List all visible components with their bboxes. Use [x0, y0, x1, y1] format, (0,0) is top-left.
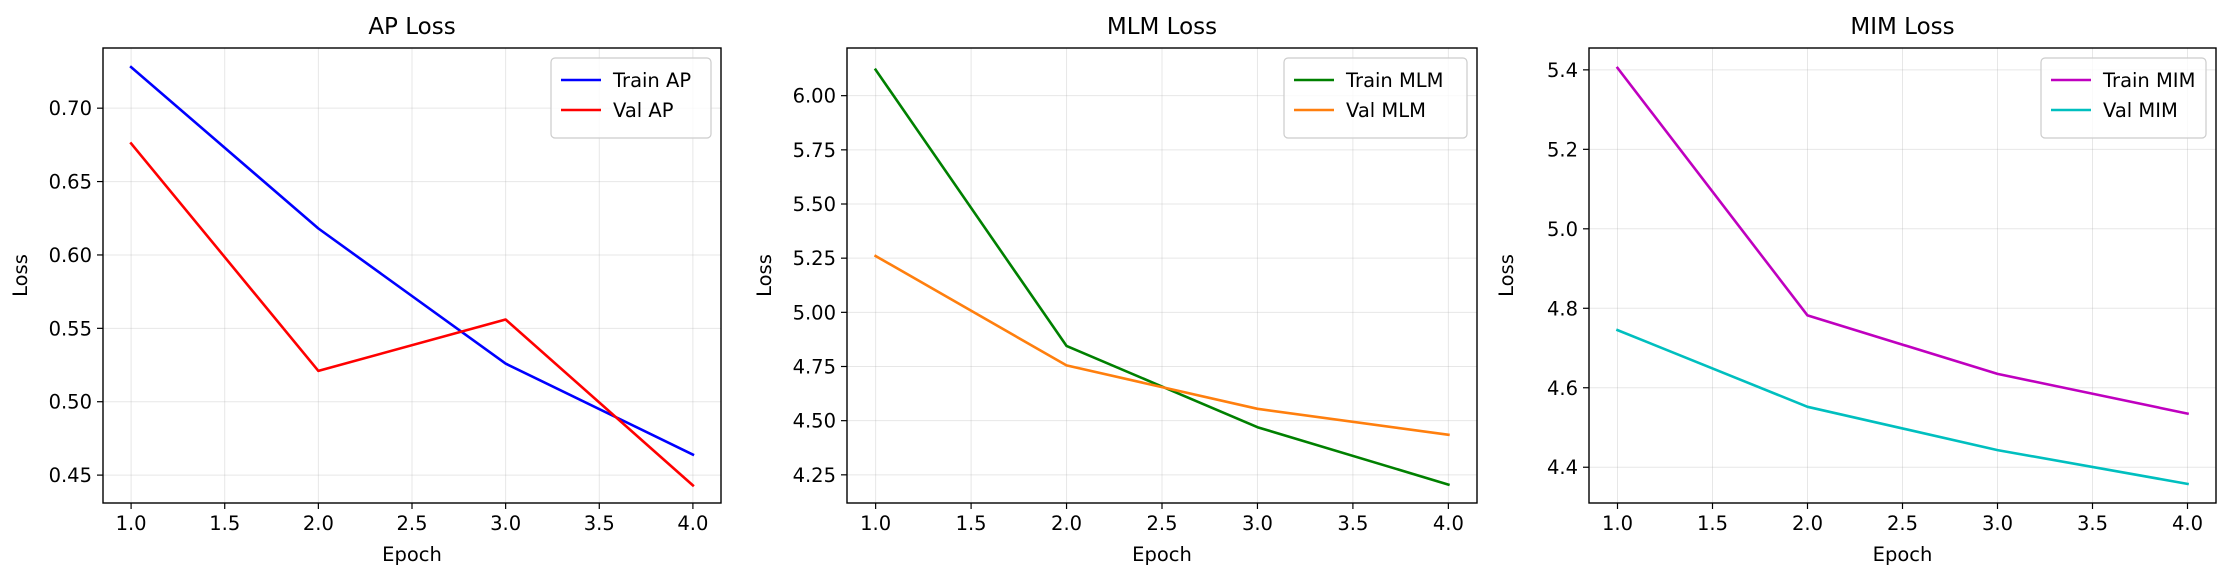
x-tick-label: 1.5 [1697, 512, 1728, 535]
x-tick-label: 3.0 [490, 512, 521, 535]
y-tick-label: 4.50 [793, 410, 836, 433]
y-axis-label: Loss [1495, 254, 1518, 297]
x-axis-label: Epoch [1132, 543, 1192, 566]
chart-panel-1: 1.0 1.5 2.0 2.5 3.0 3.5 4.0 0.45 0.50 0.55 0.60 0.6… [9, 14, 722, 566]
x-tick-label: 2.5 [1887, 512, 1918, 535]
y-tick-label: 4.25 [793, 464, 836, 487]
x-tick-label: 2.5 [396, 512, 427, 535]
x-tick-label: 1.5 [209, 512, 240, 535]
x-tick-label: 2.0 [1051, 512, 1082, 535]
x-tick-label: 3.5 [584, 512, 615, 535]
legend-box [550, 57, 712, 139]
legend-label: Val MLM [1346, 99, 1426, 122]
x-tick-label: 3.0 [1982, 512, 2013, 535]
y-tick-label: 5.50 [793, 193, 836, 216]
series-line-train-ap [129, 65, 695, 457]
y-tick-label: 5.00 [793, 301, 836, 324]
series-line-train-mim [1615, 66, 2190, 416]
chart-panel-3: 1.0 1.5 2.0 2.5 3.0 3.5 4.0 4.4 4.6 4.8 5.0 5.2 5.4 M… [1495, 14, 2217, 566]
y-tick-label: 4.6 [1547, 377, 1578, 400]
y-tick-label: 0.70 [49, 97, 92, 120]
legend: Train MIM Val MIM [2040, 57, 2207, 139]
x-tick-label: 3.5 [2077, 512, 2108, 535]
legend-box [2040, 57, 2207, 139]
y-axis-label: Loss [9, 254, 32, 297]
x-tick-label: 3.0 [1242, 512, 1273, 535]
x-tick-label: 3.5 [1337, 512, 1368, 535]
legend-label: Val AP [613, 99, 674, 122]
x-axis-label: Epoch [1873, 543, 1933, 566]
x-tick-label: 4.0 [2172, 512, 2203, 535]
legend-box [1283, 57, 1468, 139]
chart-title: MLM Loss [1107, 14, 1217, 40]
y-axis-label: Loss [753, 254, 776, 297]
x-tick-label: 1.0 [860, 512, 891, 535]
legend: Train MLM Val MLM [1283, 57, 1468, 139]
legend: Train AP Val AP [550, 57, 712, 139]
series-line-val-mim [1615, 328, 2190, 486]
series-line-val-ap [129, 141, 695, 488]
y-tick-label: 5.0 [1547, 218, 1578, 241]
chart-title: MIM Loss [1850, 14, 1954, 40]
legend-label: Train MLM [1345, 69, 1444, 92]
y-tick-label: 0.65 [49, 171, 92, 194]
x-tick-label: 4.0 [1433, 512, 1464, 535]
y-tick-label: 0.55 [49, 317, 92, 340]
chart-panel-2: 1.0 1.5 2.0 2.5 3.0 3.5 4.0 4.25 4.50 4.75 5.00 5.2… [753, 14, 1478, 566]
y-tick-label: 5.4 [1547, 59, 1578, 82]
legend-label: Train AP [612, 69, 691, 92]
legend-label: Train MIM [2102, 69, 2195, 92]
x-tick-label: 4.0 [677, 512, 708, 535]
y-tick-label: 5.2 [1547, 138, 1578, 161]
y-tick-label: 6.00 [793, 85, 836, 108]
x-axis-label: Epoch [382, 543, 442, 566]
y-tick-label: 0.60 [49, 244, 92, 267]
y-tick-label: 4.8 [1547, 297, 1578, 320]
x-tick-label: 1.0 [116, 512, 147, 535]
y-tick-label: 0.45 [49, 464, 92, 487]
x-tick-label: 1.5 [956, 512, 987, 535]
x-tick-label: 2.0 [303, 512, 334, 535]
x-tick-label: 2.0 [1792, 512, 1823, 535]
legend-label: Val MIM [2103, 99, 2178, 122]
y-tick-label: 4.4 [1547, 456, 1578, 479]
y-tick-label: 5.25 [793, 247, 836, 270]
y-tick-label: 0.50 [49, 391, 92, 414]
x-tick-label: 1.0 [1602, 512, 1633, 535]
y-tick-label: 5.75 [793, 139, 836, 162]
chart-title: AP Loss [368, 14, 455, 40]
y-tick-label: 4.75 [793, 356, 836, 379]
series-line-val-mlm [873, 254, 1450, 437]
x-tick-label: 2.5 [1146, 512, 1177, 535]
